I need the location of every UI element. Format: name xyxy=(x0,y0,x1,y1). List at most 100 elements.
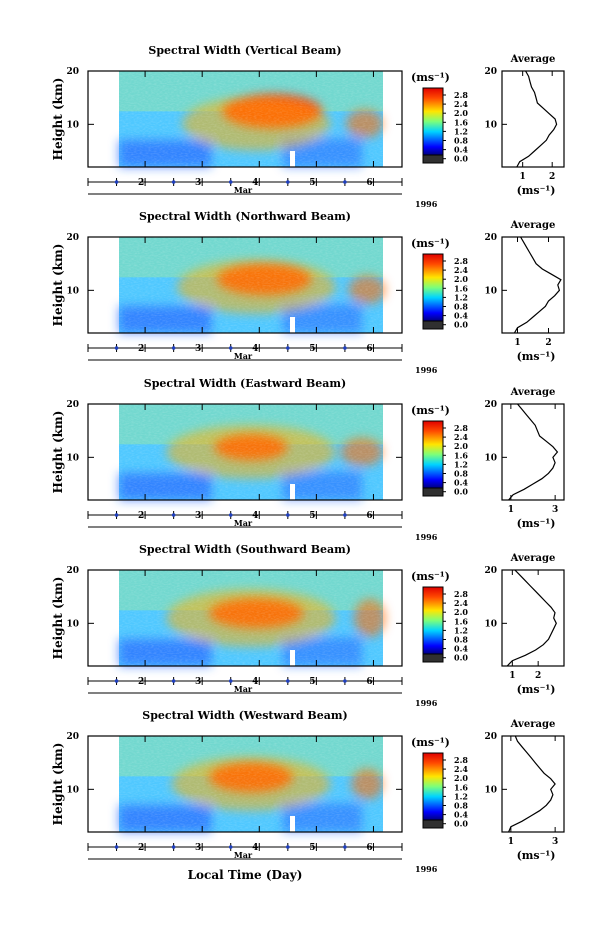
time-axis-marker xyxy=(228,180,233,184)
time-axis-marker xyxy=(171,845,176,849)
colorbar-tick-label: 0.8 xyxy=(454,136,468,146)
average-plot-frame xyxy=(501,70,565,168)
heatmap-texture xyxy=(119,404,383,500)
time-axis-marker xyxy=(114,346,119,350)
x-tick-label: 6 xyxy=(366,677,372,687)
x-tick-label: 4 xyxy=(252,843,258,853)
panels-root: Spectral Width (Vertical Beam)2010Height… xyxy=(51,44,565,874)
y-tick-label: 20 xyxy=(66,566,79,576)
x-tick-label: 5 xyxy=(309,178,315,188)
heatmap-area xyxy=(119,736,383,832)
month-label: Mar xyxy=(234,850,253,860)
y-tick-label: 10 xyxy=(66,286,79,296)
average-y-tick-label: 10 xyxy=(484,785,497,795)
y-axis-label: Height (km) xyxy=(51,78,65,161)
colorbar-tick-label: 2.8 xyxy=(454,90,468,100)
y-tick-label: 20 xyxy=(66,67,79,77)
colorbar-missing-swatch xyxy=(422,653,444,663)
chart-title: Spectral Width (Northward Beam) xyxy=(139,210,351,223)
month-label: Mar xyxy=(234,684,253,694)
average-profile-panel: Average 20 10 1 2 (ms⁻¹) xyxy=(484,220,565,363)
x-tick-label: 6 xyxy=(366,511,372,521)
average-x-tick-label: 1 xyxy=(520,172,526,182)
colorbar-tick-label: 2.4 xyxy=(454,598,468,608)
colorbar-tick-label: 1.6 xyxy=(454,283,468,293)
colorbar-gradient xyxy=(422,253,444,322)
x-tick-label: 3 xyxy=(195,843,201,853)
year-label: 1996 xyxy=(415,532,438,542)
time-axis-marker xyxy=(228,346,233,350)
y-tick-label: 10 xyxy=(66,785,79,795)
colorbar-tick-label: 1.2 xyxy=(454,791,468,801)
average-profile-line xyxy=(516,70,558,168)
average-profile-panel: Average 20 10 1 2 (ms⁻¹) xyxy=(484,553,565,696)
colorbar-tick-label: 0.4 xyxy=(454,145,468,155)
x-tick-label: 6 xyxy=(366,344,372,354)
colorbar-tick-label: 1.6 xyxy=(454,117,468,127)
x-tick-label: 5 xyxy=(309,344,315,354)
y-tick-label: 20 xyxy=(66,233,79,243)
data-gap-marker xyxy=(290,650,295,666)
time-axis-marker xyxy=(286,513,290,517)
year-label: 1996 xyxy=(415,199,438,209)
year-label: 1996 xyxy=(415,698,438,708)
x-tick-label: 3 xyxy=(195,511,201,521)
heatmap-area xyxy=(119,404,383,500)
x-tick-label: 4 xyxy=(252,511,258,521)
colorbar-tick-label: 1.6 xyxy=(454,450,468,460)
data-gap-marker xyxy=(290,484,295,500)
x-tick-label: 2 xyxy=(138,178,144,188)
colorbar-tick-label: 2.8 xyxy=(454,589,468,599)
colorbar-tick-label: 0.0 xyxy=(454,487,468,497)
colorbar-gradient xyxy=(422,87,444,156)
time-axis-marker xyxy=(343,845,347,849)
average-y-tick-label: 20 xyxy=(484,566,497,576)
plot-frame xyxy=(87,236,403,334)
colorbar-missing-swatch xyxy=(422,154,444,164)
plot-frame xyxy=(87,735,403,833)
average-x-axis-label: (ms⁻¹) xyxy=(517,683,556,696)
time-axis-marker xyxy=(171,513,176,517)
colorbar-tick-label: 0.4 xyxy=(454,478,468,488)
heatmap-texture xyxy=(119,71,383,167)
average-title: Average xyxy=(510,553,556,564)
time-axis-marker xyxy=(286,845,290,849)
x-tick-label: 2 xyxy=(138,843,144,853)
time-axis-marker xyxy=(343,180,347,184)
average-x-axis-label: (ms⁻¹) xyxy=(517,350,556,363)
average-profile-panel: Average 20 10 1 2 (ms⁻¹) xyxy=(484,54,565,197)
average-y-tick-label: 10 xyxy=(484,120,497,130)
average-x-axis-label: (ms⁻¹) xyxy=(517,849,556,862)
y-tick-label: 10 xyxy=(66,120,79,130)
average-y-tick-label: 10 xyxy=(484,453,497,463)
colorbar-tick-label: 0.8 xyxy=(454,801,468,811)
time-axis-marker xyxy=(114,180,119,184)
average-x-tick-label: 3 xyxy=(552,837,558,847)
plot-frame xyxy=(87,70,403,168)
y-axis-label: Height (km) xyxy=(51,577,65,660)
colorbar-gradient xyxy=(422,420,444,489)
colorbar-tick-label: 2.4 xyxy=(454,432,468,442)
chart-title: Spectral Width (Westward Beam) xyxy=(142,709,347,722)
average-x-tick-label: 2 xyxy=(545,338,551,348)
colorbar-missing-swatch xyxy=(422,819,444,829)
average-y-tick-label: 10 xyxy=(484,286,497,296)
average-y-tick-label: 10 xyxy=(484,619,497,629)
average-title: Average xyxy=(510,220,556,231)
chart-panel-5: Spectral Width (Westward Beam)2010Height… xyxy=(51,709,565,874)
colorbar-unit: (ms⁻¹) xyxy=(411,404,450,417)
data-gap-marker xyxy=(290,151,295,167)
colorbar-tick-label: 1.6 xyxy=(454,782,468,792)
time-axis-marker xyxy=(228,679,233,683)
x-tick-label: 4 xyxy=(252,677,258,687)
heatmap-area xyxy=(119,570,386,666)
month-label: Mar xyxy=(234,351,253,361)
time-axis-marker xyxy=(114,845,119,849)
chart-panel-3: Spectral Width (Eastward Beam)2010Height… xyxy=(51,377,565,542)
average-title: Average xyxy=(510,719,556,730)
y-axis-label: Height (km) xyxy=(51,411,65,494)
average-x-tick-label: 1 xyxy=(514,338,520,348)
colorbar-tick-label: 1.2 xyxy=(454,292,468,302)
x-tick-label: 3 xyxy=(195,344,201,354)
colorbar-tick-label: 0.4 xyxy=(454,311,468,321)
